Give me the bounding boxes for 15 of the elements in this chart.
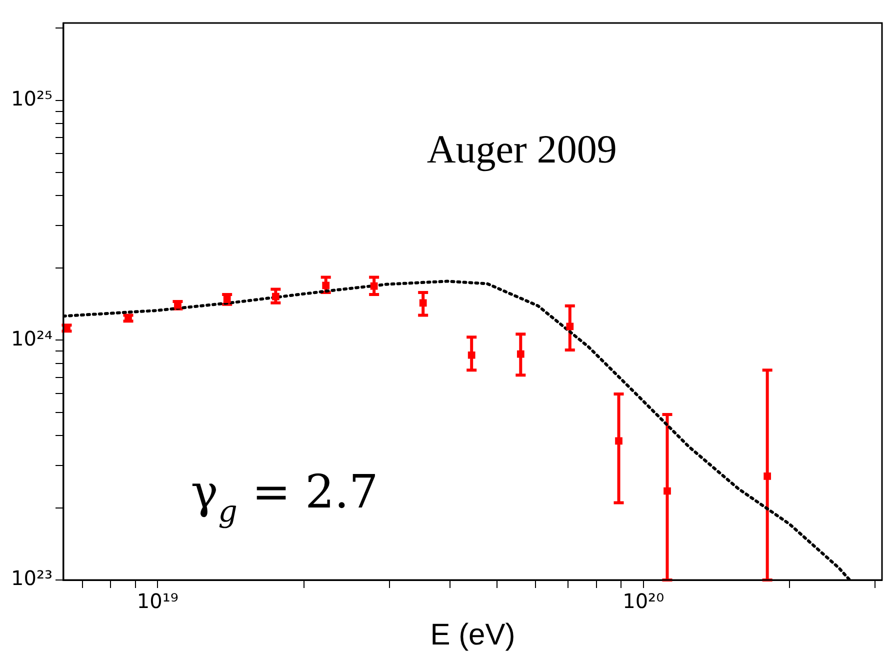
x-axis-title: E (eV) bbox=[430, 618, 516, 652]
y-tick-label: 10²³ bbox=[11, 566, 52, 590]
annotation: Auger 2009 bbox=[426, 126, 617, 172]
y-tick-label: 10²⁴ bbox=[11, 326, 52, 350]
point bbox=[370, 282, 378, 290]
y-tick-label: 10²⁵ bbox=[11, 86, 52, 110]
x-tick-label: 10²⁰ bbox=[622, 589, 664, 614]
point bbox=[419, 299, 427, 307]
point bbox=[615, 437, 622, 445]
point bbox=[566, 322, 574, 330]
point bbox=[664, 487, 671, 495]
point bbox=[322, 282, 330, 290]
x-tick-label: 10¹⁹ bbox=[136, 589, 178, 614]
point bbox=[468, 351, 476, 359]
point bbox=[516, 350, 524, 358]
